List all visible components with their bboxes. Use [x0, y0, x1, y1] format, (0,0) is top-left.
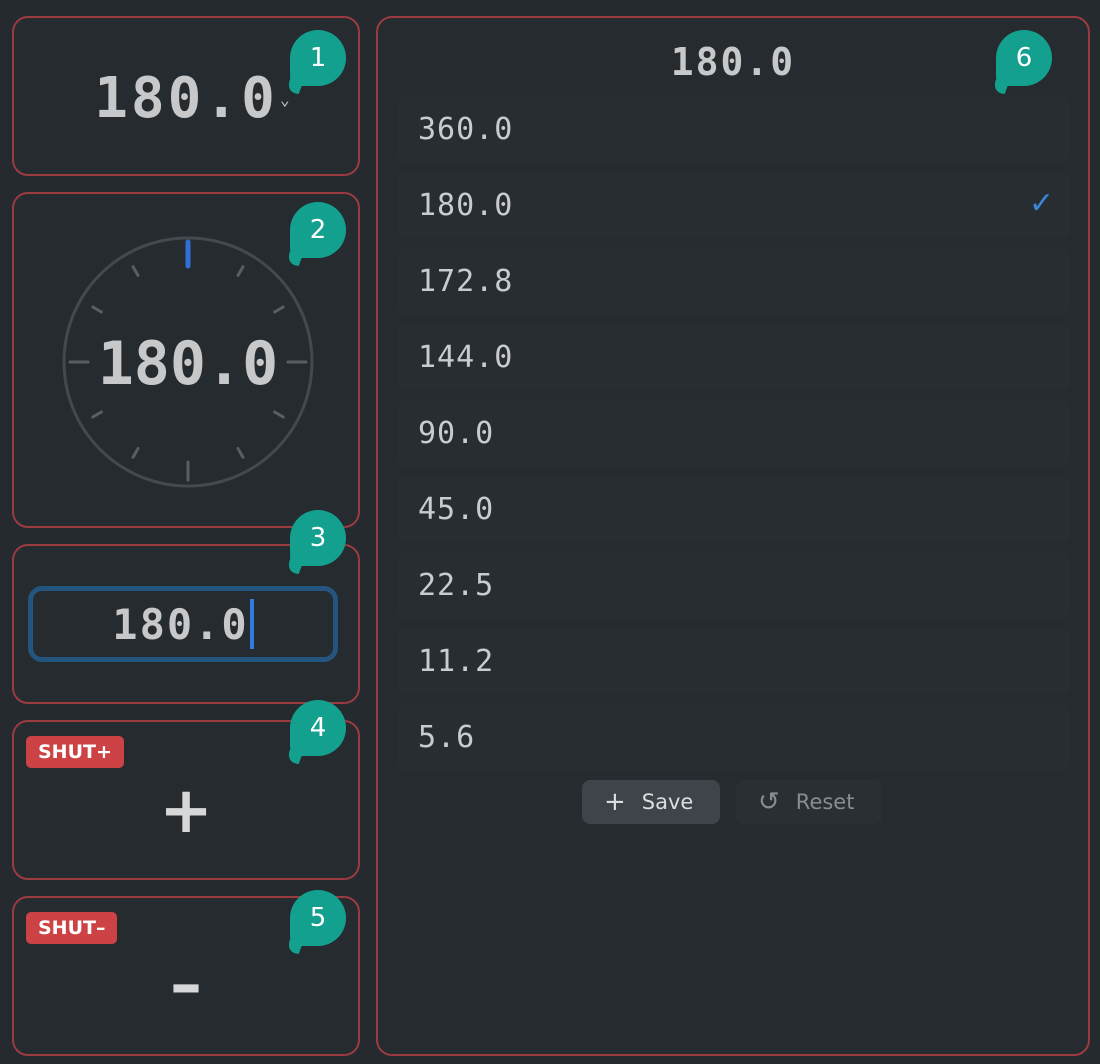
- list-item-label: 180.0: [418, 187, 514, 223]
- list-item[interactable]: 11.2: [398, 628, 1070, 694]
- shutter-dial[interactable]: 180.0: [60, 234, 316, 490]
- shut-minus-tag: SHUT–: [26, 912, 118, 944]
- list-item-label: 45.0: [418, 491, 495, 527]
- list-item-label: 5.6: [418, 719, 476, 755]
- list-item[interactable]: 360.0: [398, 96, 1070, 162]
- list-item-label: 11.2: [418, 643, 495, 679]
- plus-icon: +: [159, 774, 213, 848]
- minus-icon: –: [170, 948, 202, 1022]
- callout-badge-1: 1: [284, 30, 346, 94]
- dial-tick: [131, 265, 140, 277]
- list-item[interactable]: 5.6: [398, 704, 1070, 770]
- list-item[interactable]: 45.0: [398, 476, 1070, 542]
- list-item-label: 172.8: [418, 263, 514, 299]
- shutter-input-panel: 180.0: [12, 544, 360, 704]
- dial-tick: [236, 447, 245, 459]
- dial-tick: [273, 410, 285, 419]
- list-item-label: 90.0: [418, 415, 495, 451]
- checkmark-icon: ✓: [1028, 186, 1054, 221]
- dial-tick: [91, 305, 103, 314]
- save-button[interactable]: + Save: [582, 780, 720, 824]
- shutter-list-panel: 180.0 360.0 180.0 ✓ 172.8 144.0 90.0 45.0 22.5 1…: [376, 16, 1090, 1056]
- callout-badge-4: 4: [284, 700, 346, 764]
- shutter-decrease-button[interactable]: SHUT– –: [12, 896, 360, 1056]
- shutter-value-list: 360.0 180.0 ✓ 172.8 144.0 90.0 45.0 22.5 11.2 5.6: [398, 96, 1070, 780]
- list-item[interactable]: 180.0 ✓: [398, 172, 1070, 238]
- shut-plus-tag: SHUT+: [26, 736, 124, 768]
- list-item-label: 144.0: [418, 339, 514, 375]
- input-text: 180.0: [112, 599, 249, 649]
- shutter-value-input[interactable]: 180.0: [28, 586, 338, 662]
- callout-badge-5: 5: [284, 890, 346, 954]
- list-item[interactable]: 144.0: [398, 324, 1070, 390]
- dial-tick: [273, 305, 285, 314]
- list-item[interactable]: 22.5: [398, 552, 1070, 618]
- reset-label: Reset: [795, 790, 855, 814]
- list-item[interactable]: 172.8: [398, 248, 1070, 314]
- shutter-dropdown-value[interactable]: 180.0: [94, 66, 278, 131]
- dial-value: 180.0: [98, 329, 279, 399]
- callout-badge-6: 6: [990, 30, 1052, 94]
- callout-badge-3: 3: [284, 510, 346, 574]
- list-item-label: 22.5: [418, 567, 495, 603]
- dial-tick: [131, 447, 140, 459]
- list-item-label: 360.0: [418, 111, 514, 147]
- save-label: Save: [641, 790, 694, 814]
- list-header-value: 180.0: [670, 40, 796, 84]
- reset-icon: ↺: [758, 787, 780, 817]
- callout-badge-2: 2: [284, 202, 346, 266]
- text-caret: [249, 599, 254, 649]
- list-actions: + Save ↺ Reset: [582, 780, 882, 824]
- dial-tick: [91, 410, 103, 419]
- list-item[interactable]: 90.0: [398, 400, 1070, 466]
- dial-tick: [236, 265, 245, 277]
- chevron-down-icon[interactable]: ⌄: [280, 90, 290, 109]
- reset-button[interactable]: ↺ Reset: [736, 780, 882, 824]
- plus-icon: +: [604, 787, 626, 817]
